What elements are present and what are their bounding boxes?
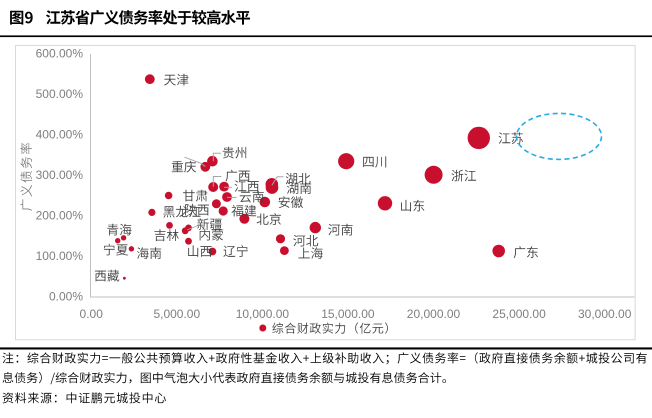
- svg-text:400.00%: 400.00%: [36, 128, 84, 142]
- svg-text:10,000.00: 10,000.00: [236, 307, 290, 321]
- svg-text:200.00%: 200.00%: [36, 209, 84, 223]
- svg-text:500.00%: 500.00%: [36, 87, 84, 101]
- svg-text:15,000.00: 15,000.00: [321, 307, 375, 321]
- svg-text:25,000.00: 25,000.00: [492, 307, 546, 321]
- svg-text:0.00%: 0.00%: [49, 290, 83, 304]
- svg-text:30,000.00: 30,000.00: [578, 307, 632, 321]
- svg-text:300.00%: 300.00%: [36, 168, 84, 182]
- svg-text:0.00: 0.00: [80, 307, 104, 321]
- svg-text:600.00%: 600.00%: [36, 47, 84, 61]
- svg-text:100.00%: 100.00%: [36, 249, 84, 263]
- svg-text:20,000.00: 20,000.00: [407, 307, 461, 321]
- svg-text:5,000.00: 5,000.00: [153, 307, 200, 321]
